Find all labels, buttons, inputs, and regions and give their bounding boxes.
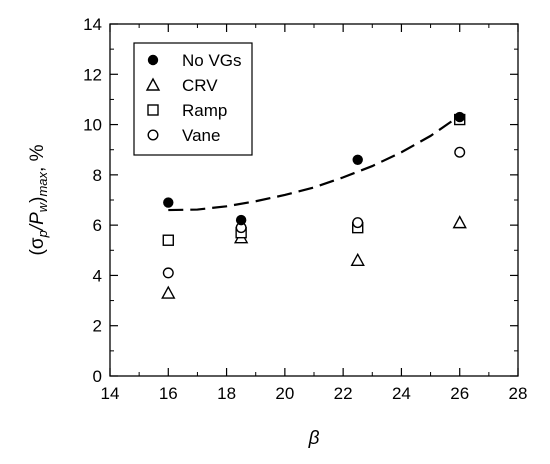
x-tick-label: 26 <box>450 384 469 403</box>
x-axis-title: β <box>308 428 320 449</box>
point-crv <box>452 215 467 229</box>
y-tick-label: 8 <box>93 166 102 185</box>
point-vane <box>162 267 174 279</box>
x-tick-label: 28 <box>509 384 528 403</box>
point-crv <box>350 252 365 267</box>
point-vane <box>352 217 364 229</box>
point-no-vgs <box>454 111 465 123</box>
y-tick-label: 12 <box>83 65 102 84</box>
data-marks <box>161 111 467 299</box>
x-tick-label: 16 <box>159 384 178 403</box>
legend-label-crv: CRV <box>182 76 218 95</box>
x-tick-label: 18 <box>217 384 236 403</box>
y-tick-label: 0 <box>93 367 102 386</box>
point-no-vgs <box>352 154 363 165</box>
legend-marker-crv <box>145 77 161 91</box>
y-axis-title: (σp/Pw)max, % <box>27 144 50 255</box>
point-vane <box>454 146 466 158</box>
y-tick-label: 10 <box>83 116 102 135</box>
x-tick-label: 20 <box>275 384 294 403</box>
x-tick-label: 22 <box>334 384 353 403</box>
point-no-vgs <box>235 214 247 226</box>
legend-label-ramp: Ramp <box>182 101 227 120</box>
legend-label-vane: Vane <box>182 126 220 145</box>
y-tick-label: 6 <box>93 216 102 235</box>
y-tick-label: 4 <box>93 266 102 285</box>
legend: No VGs CRV Ramp Vane <box>133 42 253 156</box>
legend-marker-no-vgs <box>147 54 159 66</box>
x-tick-label: 14 <box>101 384 120 403</box>
point-crv <box>161 285 176 299</box>
legend-label-no-vgs: No VGs <box>182 51 242 70</box>
legend-marker-vane <box>147 129 159 141</box>
point-ramp <box>162 234 174 246</box>
plot-frame <box>109 23 519 377</box>
trend-line-dashed <box>168 114 461 212</box>
point-no-vgs <box>163 197 174 208</box>
legend-marker-ramp <box>147 104 159 116</box>
x-tick-label: 24 <box>392 384 411 403</box>
y-tick-label: 14 <box>83 15 102 34</box>
y-tick-label: 2 <box>93 317 102 336</box>
